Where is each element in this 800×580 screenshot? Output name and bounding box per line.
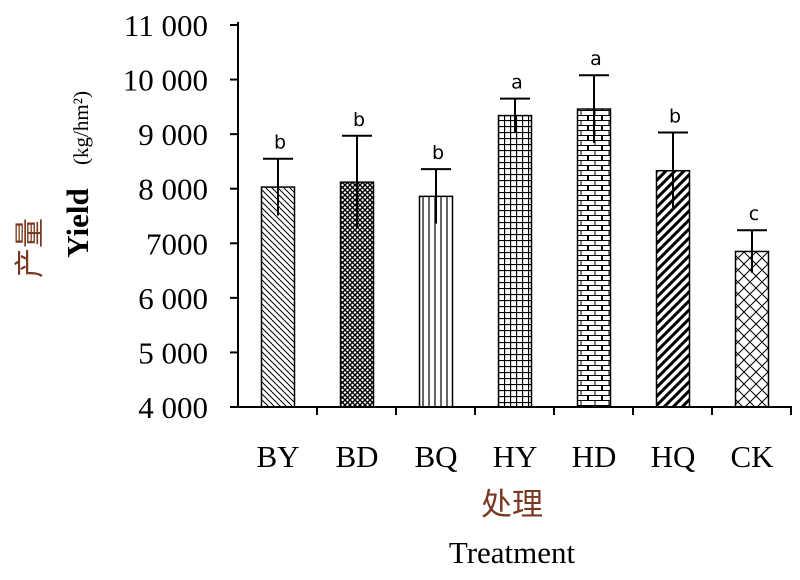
- significance-label-hq: b: [669, 106, 681, 128]
- y-tick-label: 8 000: [138, 172, 208, 207]
- x-ticks-group: BY BD BQ HY HD HQ CK: [256, 407, 792, 474]
- y-axis-title-unit: (kg/hm²): [69, 91, 93, 165]
- significance-label-by: b: [274, 132, 286, 154]
- x-tick-label: BD: [335, 439, 378, 474]
- x-axis-title-cn: 处理: [481, 487, 543, 523]
- y-tick-label: 5 000: [138, 335, 208, 370]
- bar-hy: [497, 114, 533, 408]
- y-tick-label: 10 000: [123, 63, 208, 98]
- significance-label-bq: b: [432, 142, 444, 164]
- y-tick-label: 6 000: [138, 281, 208, 316]
- significance-label-bd: b: [353, 109, 365, 131]
- x-tick-label: HY: [493, 439, 538, 474]
- x-tick-label: CK: [730, 439, 774, 474]
- x-tick-label: HD: [572, 439, 617, 474]
- significance-labels-group: b b b a a b c: [274, 48, 759, 225]
- significance-label-hd: a: [590, 48, 602, 70]
- error-bar-hq: [658, 131, 688, 209]
- x-axis-title-en: Treatment: [449, 535, 576, 570]
- y-axis-title-en: Yield: [60, 188, 95, 257]
- bar-hd: [576, 108, 612, 408]
- x-tick-label: HQ: [651, 439, 696, 474]
- x-tick-label: BQ: [414, 439, 457, 474]
- bar-bq: [418, 195, 454, 408]
- y-tick-label: 11 000: [124, 8, 208, 43]
- error-bar-by: [263, 157, 293, 216]
- significance-label-hy: a: [511, 72, 523, 94]
- y-axis-title: 产量 Yield (kg/hm²): [13, 91, 95, 278]
- error-bar-hy: [500, 97, 530, 133]
- x-tick-label: BY: [256, 439, 299, 474]
- bars-group: [260, 108, 770, 408]
- y-tick-label: 7000: [146, 226, 208, 261]
- y-ticks-group: 4 000 5 000 6 000 7000 8 000 9 000 10 000 11 00…: [123, 8, 238, 425]
- y-axis-title-cn: 产量: [13, 218, 48, 278]
- error-bar-hd: [579, 74, 609, 143]
- y-tick-label: 9 000: [138, 117, 208, 152]
- y-tick-label: 4 000: [138, 390, 208, 425]
- significance-label-ck: c: [749, 203, 759, 225]
- bar-hq: [655, 169, 691, 408]
- bar-by: [260, 186, 296, 408]
- error-bar-bq: [421, 168, 451, 224]
- error-bar-ck: [737, 229, 767, 273]
- error-bar-bd: [342, 134, 372, 229]
- bar-ck: [734, 250, 770, 408]
- error-bars-group: [263, 74, 767, 273]
